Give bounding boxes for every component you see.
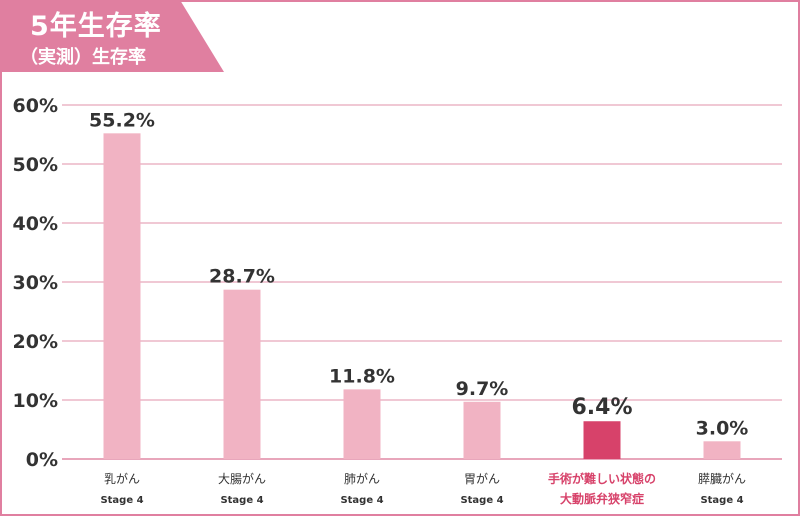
x-category-label: 乳がん — [104, 471, 140, 486]
y-tick-label: 20% — [13, 331, 58, 353]
value-label: 9.7% — [456, 378, 509, 400]
value-label: 3.0% — [696, 417, 749, 439]
bar — [103, 133, 141, 459]
bar — [223, 289, 261, 459]
x-category-label: 大腸がん — [218, 471, 266, 486]
x-category-sublabel: Stage 4 — [700, 495, 743, 506]
x-category-label: 手術が難しい状態の — [548, 471, 656, 486]
chart-subtitle: （実測）生存率 — [20, 47, 146, 68]
x-category-sublabel: Stage 4 — [460, 495, 503, 506]
x-category-sublabel: Stage 4 — [340, 495, 383, 506]
value-label: 6.4% — [571, 395, 632, 420]
x-category-sublabel: 大動脈弁狭窄症 — [560, 491, 644, 506]
bar — [463, 401, 501, 459]
bar — [703, 441, 741, 459]
x-category-label: 胃がん — [464, 471, 500, 486]
x-category-sublabel: Stage 4 — [100, 495, 143, 506]
value-label: 55.2% — [89, 109, 155, 131]
y-tick-label: 60% — [13, 95, 58, 117]
x-category-sublabel: Stage 4 — [220, 495, 263, 506]
title-tab-shape — [0, 0, 224, 72]
y-tick-label: 0% — [26, 449, 58, 471]
y-tick-label: 10% — [13, 390, 58, 412]
value-label: 11.8% — [329, 365, 395, 387]
y-tick-label: 30% — [13, 272, 58, 294]
x-category-label: 肺がん — [344, 471, 380, 486]
title-tab: 5年生存率 （実測）生存率 — [0, 0, 226, 72]
x-category-label: 膵臓がん — [698, 471, 746, 486]
y-tick-label: 40% — [13, 213, 58, 235]
chart-title: 5年生存率 — [30, 11, 162, 42]
bar — [343, 389, 381, 459]
bar — [583, 421, 621, 459]
value-label: 28.7% — [209, 266, 275, 288]
y-tick-label: 50% — [13, 154, 58, 176]
